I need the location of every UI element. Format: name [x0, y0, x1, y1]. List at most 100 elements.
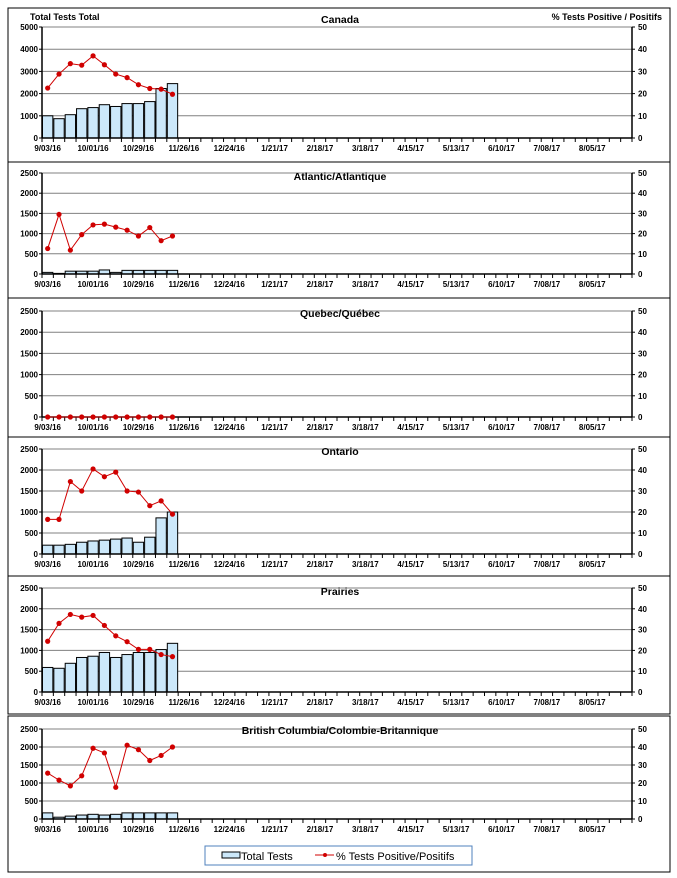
- point-pct-positive: [147, 414, 153, 420]
- legend-bar-swatch: [221, 851, 241, 859]
- point-pct-positive: [169, 654, 176, 660]
- right-tick-label: 40: [638, 189, 647, 198]
- x-tick-label: 3/18/17: [352, 144, 379, 153]
- point-pct-positive: [56, 777, 62, 783]
- left-tick-label: 4000: [20, 45, 38, 54]
- point-pct-positive: [67, 414, 73, 420]
- left-tick-label: 1000: [20, 112, 38, 121]
- x-tick-label: 10/01/16: [77, 560, 109, 569]
- bar-total-tests: [42, 544, 54, 555]
- bar-total-tests: [144, 101, 156, 139]
- x-tick-label: 4/15/17: [397, 560, 424, 569]
- point-pct-positive: [45, 770, 51, 776]
- x-tick-label: 7/08/17: [534, 698, 561, 707]
- panel-4: 0 500 1000 1500 2000 2500 0 10 20 30 40 50 9/03/16 10…: [7, 575, 671, 715]
- panel-border: [7, 7, 671, 163]
- bar-total-tests: [121, 654, 133, 693]
- right-tick-label: 0: [638, 688, 643, 697]
- right-tick-label: 20: [638, 371, 647, 380]
- left-tick-label: 5000: [20, 23, 38, 32]
- panel-title: Atlantic/Atlantique: [294, 171, 387, 183]
- point-pct-positive: [147, 757, 153, 764]
- bar-total-tests: [166, 812, 179, 820]
- x-tick-label: 4/15/17: [397, 825, 424, 834]
- x-tick-label: 7/08/17: [534, 144, 561, 153]
- point-pct-positive: [45, 516, 51, 522]
- bar-total-tests: [155, 517, 167, 555]
- right-tick-label: 50: [638, 169, 647, 178]
- bar-total-tests: [110, 105, 122, 139]
- right-tick-label: 50: [638, 725, 647, 734]
- point-pct-positive: [90, 222, 96, 228]
- point-pct-positive: [90, 53, 96, 59]
- left-tick-label: 1500: [20, 626, 38, 635]
- x-tick-label: 10/01/16: [77, 825, 109, 834]
- point-pct-positive: [56, 414, 62, 420]
- x-tick-label: 6/10/17: [488, 698, 515, 707]
- point-pct-positive: [147, 503, 153, 509]
- bar-total-tests: [42, 115, 54, 139]
- right-tick-label: 40: [638, 605, 647, 614]
- point-pct-positive: [101, 221, 108, 227]
- point-pct-positive: [79, 773, 85, 779]
- left-tick-label: 0: [34, 550, 39, 559]
- x-tick-label: 6/10/17: [488, 144, 515, 153]
- point-pct-positive: [124, 488, 130, 494]
- bar-total-tests: [87, 107, 99, 139]
- point-pct-positive: [124, 227, 130, 233]
- x-tick-label: 8/05/17: [579, 423, 606, 432]
- bar-total-tests: [110, 538, 122, 555]
- x-tick-label: 10/29/16: [123, 560, 155, 569]
- right-tick-label: 30: [638, 761, 647, 770]
- point-pct-positive: [79, 614, 85, 620]
- point-pct-positive: [45, 414, 51, 420]
- left-tick-label: 500: [25, 250, 39, 259]
- point-pct-positive: [79, 414, 85, 420]
- right-tick-label: 0: [638, 413, 643, 422]
- bar-total-tests: [87, 655, 99, 693]
- x-tick-label: 2/18/17: [307, 144, 334, 153]
- x-tick-label: 5/13/17: [443, 144, 470, 153]
- x-tick-label: 3/18/17: [352, 698, 379, 707]
- x-tick-label: 1/21/17: [261, 280, 288, 289]
- panel-0: 0 1000 2000 3000 4000 5000 0 10 20 30 40 50 9/03/16 1…: [7, 7, 671, 163]
- x-tick-label: 1/21/17: [261, 144, 288, 153]
- bar-total-tests: [87, 540, 99, 555]
- bar-total-tests: [121, 103, 133, 139]
- point-pct-positive: [135, 489, 142, 495]
- point-pct-positive: [56, 620, 62, 626]
- left-tick-label: 0: [34, 688, 39, 697]
- right-tick-label: 30: [638, 626, 647, 635]
- x-tick-label: 9/03/16: [34, 280, 61, 289]
- point-pct-positive: [158, 752, 164, 759]
- x-tick-label: 8/05/17: [579, 560, 606, 569]
- point-pct-positive: [90, 466, 96, 472]
- left-tick-label: 1500: [20, 761, 38, 770]
- right-tick-label: 30: [638, 349, 647, 358]
- x-tick-label: 7/08/17: [534, 280, 561, 289]
- x-tick-label: 2/18/17: [307, 280, 334, 289]
- point-pct-positive: [158, 498, 164, 504]
- left-tick-label: 2000: [20, 466, 38, 475]
- point-pct-positive: [169, 744, 176, 750]
- x-tick-label: 1/21/17: [261, 698, 288, 707]
- point-pct-positive: [67, 61, 73, 67]
- point-pct-positive: [113, 633, 119, 639]
- x-tick-label: 5/13/17: [443, 825, 470, 834]
- x-tick-label: 4/15/17: [397, 144, 424, 153]
- bar-total-tests: [64, 114, 77, 139]
- x-tick-label: 6/10/17: [488, 825, 515, 834]
- left-tick-label: 500: [25, 529, 39, 538]
- left-tick-label: 0: [34, 270, 39, 279]
- point-pct-positive: [147, 85, 153, 92]
- x-tick-label: 8/05/17: [579, 698, 606, 707]
- left-tick-label: 500: [25, 392, 39, 401]
- line-pct-positive: [47, 744, 173, 790]
- point-pct-positive: [101, 414, 108, 420]
- bar-total-tests: [64, 543, 77, 555]
- right-tick-label: 0: [638, 134, 643, 143]
- left-tick-label: 1500: [20, 349, 38, 358]
- x-tick-label: 2/18/17: [307, 698, 334, 707]
- left-tick-label: 2500: [20, 307, 38, 316]
